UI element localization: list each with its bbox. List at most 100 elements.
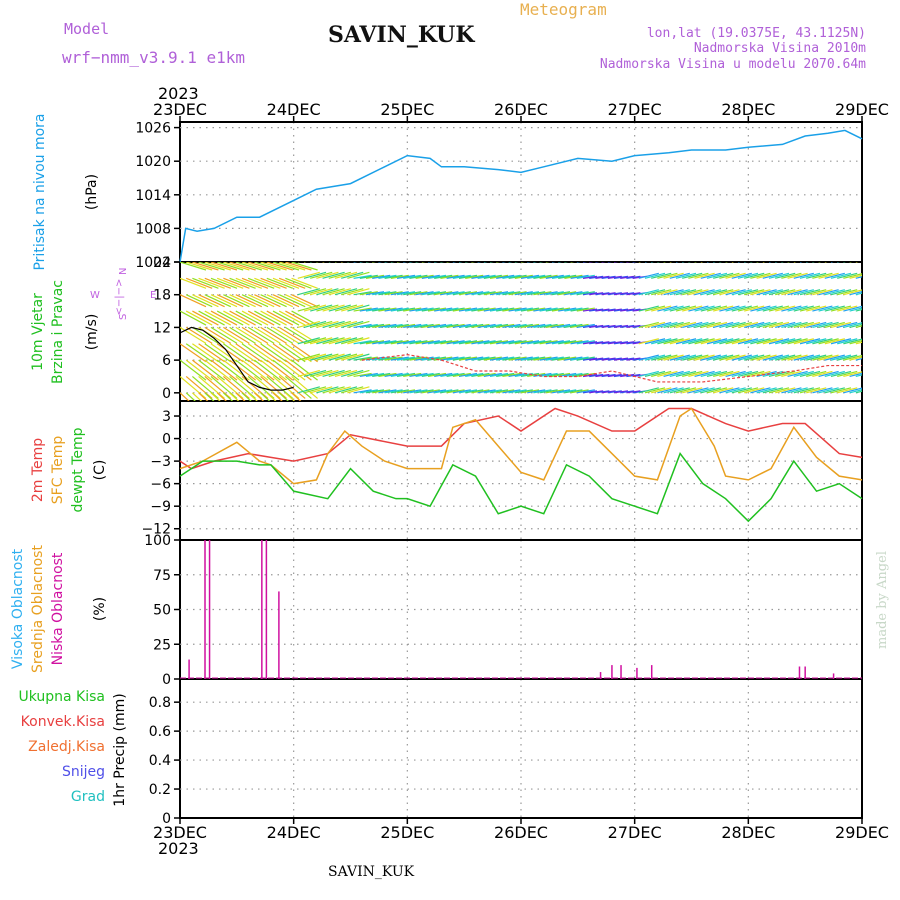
- wind-barb: [830, 387, 852, 394]
- wind-barb: [508, 389, 527, 394]
- panel-3: [179, 400, 863, 541]
- precip-label-2: Zaledj.Kisa: [28, 739, 105, 755]
- wind-barb: [737, 272, 759, 279]
- wind-barb: [185, 277, 213, 289]
- wind-barb: [663, 370, 684, 378]
- wind-barb: [682, 338, 703, 345]
- wind-barb: [713, 305, 734, 312]
- wind-barb: [576, 356, 595, 361]
- wind-barb: [440, 274, 459, 279]
- y-tick-label: 3: [162, 409, 171, 425]
- wind-barb: [768, 338, 790, 345]
- wind-barb: [434, 323, 453, 329]
- wind-barb: [316, 353, 339, 361]
- wind-barb: [719, 321, 740, 328]
- wind-barb: [427, 307, 447, 312]
- wind-barb: [403, 291, 422, 296]
- wind-barb: [620, 390, 635, 394]
- wind-barb: [328, 369, 351, 378]
- wind-barb: [837, 370, 858, 378]
- pressure-line: [179, 129, 863, 263]
- wind-barb: [483, 340, 502, 345]
- wind-barb: [471, 274, 490, 279]
- cloud-label-0: Visoka Oblacnost: [10, 548, 26, 669]
- wind-barb: [260, 359, 287, 381]
- wind-barb: [216, 376, 244, 399]
- wind-barb: [613, 292, 629, 296]
- y-tick-label: 25: [153, 637, 171, 653]
- wind-barb: [403, 389, 422, 394]
- wind-barb: [613, 357, 629, 361]
- wind-barb: [775, 354, 796, 361]
- wind-barb: [756, 338, 777, 345]
- wind-barb: [248, 262, 275, 271]
- wind-barb: [719, 289, 740, 296]
- wind-barb: [235, 294, 263, 308]
- wind-barb: [725, 289, 746, 296]
- wind-barb: [725, 272, 746, 279]
- wind-barb: [644, 370, 666, 378]
- y-tick-label: −3: [150, 454, 171, 470]
- wind-barb: [483, 356, 502, 361]
- y-tick-label: 1014: [135, 188, 171, 204]
- wind-barb: [806, 289, 827, 296]
- wind-barb: [334, 386, 358, 394]
- wind-barb: [570, 323, 589, 329]
- wind-barb: [787, 272, 808, 279]
- wind-barb: [378, 291, 397, 296]
- wind-barb: [192, 294, 219, 308]
- wind-barb: [663, 272, 684, 279]
- wind-barb: [303, 386, 327, 394]
- wind-barb: [700, 370, 721, 378]
- wind-barb: [744, 305, 765, 312]
- wind-barb: [489, 340, 509, 345]
- wind-barb: [421, 291, 440, 296]
- wind-barb: [725, 321, 746, 328]
- wind-barb: [595, 390, 610, 394]
- wind-barb: [626, 373, 641, 378]
- wind-barb: [180, 310, 207, 326]
- wind-barb: [204, 376, 232, 399]
- wind-barb: [576, 274, 595, 279]
- wind-barb: [254, 277, 281, 289]
- wind-barb: [787, 387, 808, 394]
- wind-barb: [533, 356, 552, 361]
- y-tick-label: 0: [162, 432, 171, 448]
- wind-barb: [824, 321, 845, 328]
- wind-barb: [781, 354, 802, 361]
- wind-barb: [260, 262, 287, 271]
- wind-barb: [756, 272, 777, 279]
- wind-barb: [700, 321, 721, 328]
- wind-barb: [291, 262, 318, 271]
- wind-barb: [310, 304, 333, 312]
- wind-barb: [241, 392, 252, 401]
- wind-barb: [601, 390, 616, 394]
- wind-barb: [663, 305, 684, 312]
- wind-barb: [341, 369, 364, 378]
- x-tick-label-top: 24DEC: [267, 100, 321, 119]
- wind-barb: [458, 291, 478, 296]
- wind-barb: [688, 387, 709, 394]
- y-tick-label: 0.8: [149, 695, 171, 711]
- y-tick-label: 1026: [135, 121, 171, 137]
- wind-barb: [793, 289, 814, 296]
- wind-barb: [216, 392, 227, 401]
- y-tick-label: 0.4: [149, 753, 171, 769]
- wind-barb: [781, 305, 802, 312]
- wind-barb: [334, 271, 358, 279]
- wind-barb: [806, 370, 827, 378]
- wind-barb: [191, 392, 203, 401]
- wind-barb: [582, 324, 598, 329]
- wind-barb: [434, 389, 453, 394]
- wind-barb: [688, 321, 709, 328]
- wind-barb: [781, 272, 802, 279]
- wind-barb: [272, 277, 300, 289]
- wind-barb: [837, 387, 858, 394]
- wind-barb: [310, 369, 333, 378]
- wind-barb: [669, 305, 690, 312]
- wind-barb: [768, 321, 790, 328]
- y-tick-label: 1020: [135, 154, 171, 170]
- wind-barb: [589, 373, 604, 378]
- x-tick-label-bottom: 25DEC: [380, 823, 434, 842]
- wind-barb: [781, 338, 802, 345]
